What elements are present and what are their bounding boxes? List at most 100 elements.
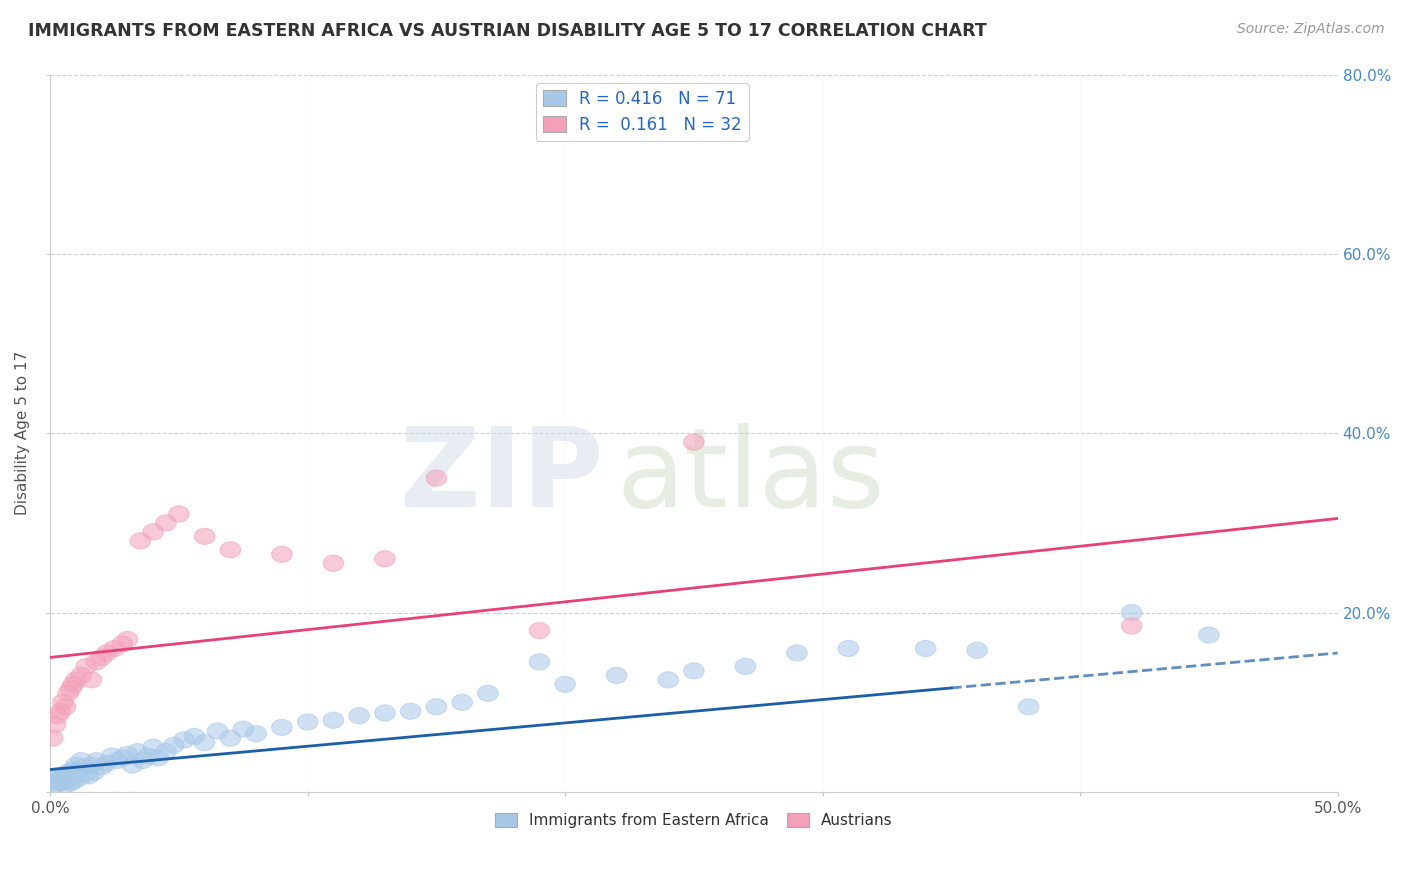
Ellipse shape bbox=[169, 506, 190, 522]
Ellipse shape bbox=[51, 772, 70, 788]
Ellipse shape bbox=[271, 546, 292, 562]
Ellipse shape bbox=[156, 744, 176, 760]
Ellipse shape bbox=[221, 730, 240, 747]
Ellipse shape bbox=[48, 773, 67, 789]
Ellipse shape bbox=[52, 770, 73, 786]
Ellipse shape bbox=[48, 707, 67, 723]
Text: Source: ZipAtlas.com: Source: ZipAtlas.com bbox=[1237, 22, 1385, 37]
Ellipse shape bbox=[271, 719, 292, 736]
Ellipse shape bbox=[52, 773, 73, 789]
Ellipse shape bbox=[148, 750, 169, 766]
Ellipse shape bbox=[606, 667, 627, 683]
Ellipse shape bbox=[735, 658, 755, 674]
Ellipse shape bbox=[451, 694, 472, 710]
Ellipse shape bbox=[91, 649, 112, 665]
Ellipse shape bbox=[58, 771, 79, 787]
Ellipse shape bbox=[91, 759, 112, 775]
Ellipse shape bbox=[194, 528, 215, 544]
Ellipse shape bbox=[48, 768, 67, 784]
Ellipse shape bbox=[194, 735, 215, 751]
Ellipse shape bbox=[45, 716, 66, 732]
Ellipse shape bbox=[55, 777, 76, 793]
Ellipse shape bbox=[184, 728, 205, 745]
Ellipse shape bbox=[70, 667, 91, 683]
Ellipse shape bbox=[221, 541, 240, 558]
Ellipse shape bbox=[66, 672, 86, 688]
Ellipse shape bbox=[73, 759, 94, 775]
Ellipse shape bbox=[207, 723, 228, 739]
Ellipse shape bbox=[915, 640, 936, 657]
Ellipse shape bbox=[51, 775, 70, 791]
Ellipse shape bbox=[60, 681, 82, 697]
Ellipse shape bbox=[51, 703, 70, 719]
Ellipse shape bbox=[83, 764, 104, 780]
Ellipse shape bbox=[104, 640, 125, 657]
Ellipse shape bbox=[55, 698, 76, 714]
Ellipse shape bbox=[529, 654, 550, 670]
Ellipse shape bbox=[1122, 618, 1142, 634]
Ellipse shape bbox=[60, 775, 82, 791]
Ellipse shape bbox=[174, 731, 194, 748]
Ellipse shape bbox=[555, 676, 575, 692]
Ellipse shape bbox=[117, 747, 138, 763]
Ellipse shape bbox=[82, 757, 101, 773]
Ellipse shape bbox=[246, 725, 267, 742]
Text: ZIP: ZIP bbox=[401, 423, 603, 530]
Ellipse shape bbox=[401, 703, 420, 719]
Ellipse shape bbox=[42, 775, 63, 791]
Ellipse shape bbox=[143, 524, 163, 540]
Ellipse shape bbox=[86, 753, 107, 769]
Ellipse shape bbox=[1198, 627, 1219, 643]
Ellipse shape bbox=[60, 768, 82, 784]
Ellipse shape bbox=[323, 712, 343, 728]
Ellipse shape bbox=[101, 748, 122, 764]
Ellipse shape bbox=[67, 762, 89, 778]
Ellipse shape bbox=[97, 756, 117, 772]
Ellipse shape bbox=[76, 658, 97, 674]
Ellipse shape bbox=[478, 685, 498, 701]
Ellipse shape bbox=[138, 748, 159, 764]
Ellipse shape bbox=[529, 623, 550, 639]
Ellipse shape bbox=[683, 663, 704, 679]
Ellipse shape bbox=[66, 766, 86, 782]
Ellipse shape bbox=[45, 771, 66, 787]
Ellipse shape bbox=[163, 738, 184, 754]
Ellipse shape bbox=[1122, 605, 1142, 621]
Ellipse shape bbox=[128, 744, 148, 760]
Ellipse shape bbox=[117, 632, 138, 648]
Ellipse shape bbox=[63, 762, 83, 778]
Ellipse shape bbox=[658, 672, 679, 688]
Ellipse shape bbox=[374, 550, 395, 566]
Ellipse shape bbox=[45, 777, 66, 793]
Legend: Immigrants from Eastern Africa, Austrians: Immigrants from Eastern Africa, Austrian… bbox=[489, 807, 898, 835]
Ellipse shape bbox=[323, 555, 343, 572]
Ellipse shape bbox=[838, 640, 859, 657]
Ellipse shape bbox=[1018, 698, 1039, 714]
Ellipse shape bbox=[63, 676, 83, 692]
Ellipse shape bbox=[58, 685, 79, 701]
Ellipse shape bbox=[967, 642, 987, 658]
Ellipse shape bbox=[349, 707, 370, 723]
Ellipse shape bbox=[52, 694, 73, 710]
Ellipse shape bbox=[426, 470, 447, 486]
Ellipse shape bbox=[143, 739, 163, 756]
Ellipse shape bbox=[63, 773, 83, 789]
Ellipse shape bbox=[112, 750, 132, 766]
Ellipse shape bbox=[58, 764, 79, 780]
Ellipse shape bbox=[786, 645, 807, 661]
Ellipse shape bbox=[66, 757, 86, 773]
Ellipse shape bbox=[107, 753, 128, 769]
Ellipse shape bbox=[97, 645, 117, 661]
Ellipse shape bbox=[70, 753, 91, 769]
Ellipse shape bbox=[82, 672, 101, 688]
Ellipse shape bbox=[112, 636, 132, 652]
Ellipse shape bbox=[374, 705, 395, 721]
Ellipse shape bbox=[129, 533, 150, 549]
Y-axis label: Disability Age 5 to 17: Disability Age 5 to 17 bbox=[15, 351, 30, 516]
Ellipse shape bbox=[67, 771, 89, 787]
Ellipse shape bbox=[79, 768, 98, 784]
Text: atlas: atlas bbox=[617, 423, 886, 530]
Ellipse shape bbox=[426, 698, 447, 714]
Ellipse shape bbox=[55, 766, 76, 782]
Ellipse shape bbox=[132, 753, 153, 769]
